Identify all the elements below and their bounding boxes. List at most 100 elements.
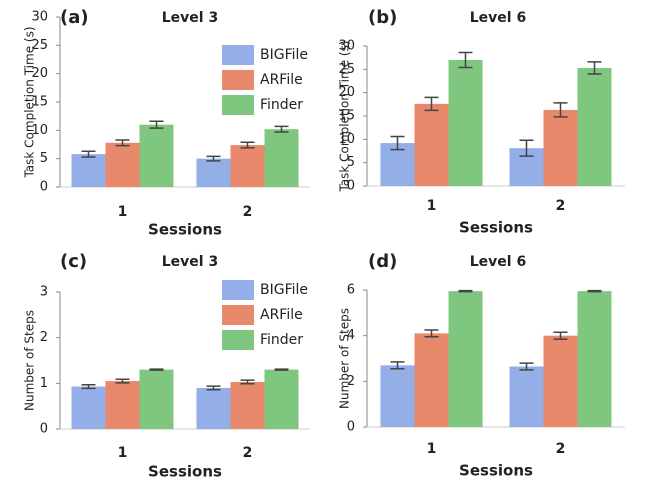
panel-label: (c): [60, 251, 87, 272]
x-tick-label: 2: [556, 198, 566, 214]
bar: [71, 386, 106, 429]
legend-swatch: [222, 305, 254, 325]
bar: [543, 335, 578, 427]
y-tick-label: 5: [347, 155, 355, 170]
y-tick-label: 30: [338, 39, 355, 54]
bar: [509, 366, 544, 427]
bar: [380, 365, 415, 427]
error-bar: [149, 120, 164, 129]
y-axis-label: Number of Steps: [23, 310, 37, 411]
y-tick-label: 15: [338, 109, 355, 124]
y-tick-label: 6: [347, 283, 355, 298]
y-axis-label: Task Completion Time (s): [23, 26, 37, 178]
y-tick-label: 0: [40, 180, 48, 195]
bar: [543, 109, 578, 186]
error-bar: [390, 135, 405, 151]
legend-swatch: [222, 45, 254, 65]
panel-title: Level 3: [162, 10, 218, 26]
legend-swatch: [222, 330, 254, 350]
error-bar: [553, 331, 568, 340]
error-bar: [587, 61, 602, 75]
legend-swatch: [222, 280, 254, 300]
legend-label: Finder: [260, 332, 303, 348]
legend-label: ARFile: [260, 307, 303, 323]
error-bar: [390, 361, 405, 370]
error-bar: [519, 362, 534, 371]
error-bar: [458, 289, 473, 293]
bar: [139, 124, 174, 187]
bar: [414, 333, 449, 427]
y-tick-label: 15: [31, 95, 48, 110]
bar: [196, 158, 231, 187]
error-bar: [81, 150, 96, 158]
bar: [230, 381, 265, 429]
y-tick-label: 30: [31, 10, 48, 25]
legend-label: BIGFile: [260, 282, 308, 298]
y-tick-label: 25: [338, 62, 355, 77]
bar: [105, 381, 140, 429]
x-tick-label: 1: [427, 441, 437, 457]
legend-swatch: [222, 70, 254, 90]
x-axis-label: Sessions: [459, 219, 533, 237]
bar: [264, 369, 299, 429]
panel-label: (a): [60, 7, 89, 28]
bar: [105, 142, 140, 187]
bar: [577, 291, 612, 427]
x-tick-label: 1: [118, 204, 128, 220]
panel-title: Level 6: [470, 10, 526, 26]
y-axis-label: Number of Steps: [338, 308, 352, 409]
y-tick-label: 1: [40, 376, 48, 391]
legend-label: BIGFile: [260, 47, 308, 63]
error-bar: [206, 155, 221, 162]
y-tick-label: 5: [40, 151, 48, 166]
x-tick-label: 1: [118, 445, 128, 461]
y-tick-label: 20: [338, 85, 355, 100]
bar: [71, 154, 106, 187]
y-tick-label: 10: [31, 123, 48, 138]
error-bar: [553, 102, 568, 118]
panel-title: Level 3: [162, 254, 218, 270]
bar: [230, 145, 265, 187]
error-bar: [149, 368, 164, 371]
bar: [196, 387, 231, 429]
bar: [264, 129, 299, 187]
y-tick-label: 25: [31, 38, 48, 53]
panel-title: Level 6: [470, 254, 526, 270]
error-bar: [240, 141, 255, 149]
y-tick-label: 3: [40, 285, 48, 300]
y-tick-label: 20: [31, 66, 48, 81]
error-bar: [424, 96, 439, 112]
error-bar: [519, 139, 534, 157]
y-tick-label: 4: [347, 328, 355, 343]
panel-label: (d): [368, 251, 397, 272]
x-tick-label: 2: [243, 204, 253, 220]
error-bar: [240, 379, 255, 385]
bar: [139, 369, 174, 429]
error-bar: [206, 385, 221, 391]
y-tick-label: 0: [347, 179, 355, 194]
legend-label: ARFile: [260, 72, 303, 88]
y-tick-label: 0: [347, 420, 355, 435]
bar: [448, 60, 483, 186]
x-tick-label: 1: [427, 198, 437, 214]
x-axis-label: Sessions: [459, 462, 533, 480]
x-axis-label: Sessions: [148, 221, 222, 239]
error-bar: [458, 51, 473, 69]
error-bar: [115, 378, 130, 384]
y-axis-label: Task Completion Time (s): [338, 40, 352, 192]
bar: [577, 67, 612, 186]
y-tick-label: 0: [40, 422, 48, 437]
x-tick-label: 2: [556, 441, 566, 457]
y-tick-label: 2: [347, 374, 355, 389]
y-tick-label: 2: [40, 330, 48, 345]
y-tick-label: 10: [338, 132, 355, 147]
error-bar: [274, 368, 289, 371]
panel-label: (b): [368, 7, 397, 28]
bar: [414, 103, 449, 186]
legend-label: Finder: [260, 97, 303, 113]
x-tick-label: 2: [243, 445, 253, 461]
error-bar: [587, 289, 602, 293]
legend-swatch: [222, 95, 254, 115]
error-bar: [81, 383, 96, 390]
